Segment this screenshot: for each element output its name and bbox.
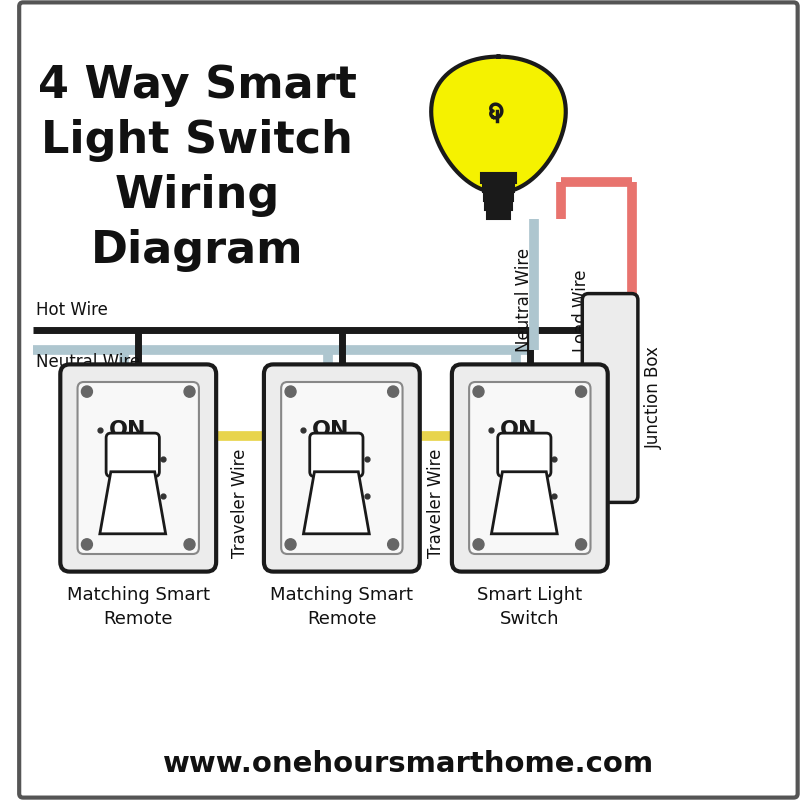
FancyBboxPatch shape <box>452 365 608 571</box>
Circle shape <box>473 386 484 398</box>
Circle shape <box>576 539 586 550</box>
Text: Junction Box: Junction Box <box>645 346 662 450</box>
Text: Matching Smart
Remote: Matching Smart Remote <box>66 586 210 627</box>
FancyBboxPatch shape <box>498 433 551 477</box>
Circle shape <box>285 386 296 398</box>
Text: Traveler Wire: Traveler Wire <box>427 449 445 558</box>
Text: Neutral Wire: Neutral Wire <box>515 248 534 352</box>
Circle shape <box>285 539 296 550</box>
Polygon shape <box>431 57 566 193</box>
Text: www.onehoursmarthome.com: www.onehoursmarthome.com <box>163 750 654 778</box>
Text: Load Wire: Load Wire <box>572 270 590 352</box>
Text: ON: ON <box>500 421 538 440</box>
Text: Traveler Wire: Traveler Wire <box>231 449 249 558</box>
Circle shape <box>82 539 93 550</box>
Circle shape <box>388 539 398 550</box>
Text: Neutral Wire: Neutral Wire <box>37 353 141 370</box>
FancyBboxPatch shape <box>310 433 363 477</box>
Text: Hot Wire: Hot Wire <box>37 302 108 319</box>
Circle shape <box>576 386 586 398</box>
FancyBboxPatch shape <box>486 209 510 219</box>
Text: 4 Way Smart
Light Switch
Wiring
Diagram: 4 Way Smart Light Switch Wiring Diagram <box>38 64 357 272</box>
FancyBboxPatch shape <box>469 382 590 554</box>
Text: ON: ON <box>312 421 350 440</box>
FancyBboxPatch shape <box>484 190 513 201</box>
FancyBboxPatch shape <box>60 365 216 571</box>
FancyBboxPatch shape <box>78 382 199 554</box>
Circle shape <box>184 539 195 550</box>
Circle shape <box>184 386 195 398</box>
Text: Smart Light
Switch: Smart Light Switch <box>478 586 582 627</box>
Text: ON: ON <box>109 421 146 440</box>
Polygon shape <box>491 472 558 534</box>
Circle shape <box>82 386 93 398</box>
FancyBboxPatch shape <box>281 382 402 554</box>
Circle shape <box>388 386 398 398</box>
Circle shape <box>473 539 484 550</box>
FancyBboxPatch shape <box>482 182 514 192</box>
FancyBboxPatch shape <box>106 433 159 477</box>
FancyBboxPatch shape <box>481 173 516 183</box>
Polygon shape <box>100 472 166 534</box>
FancyBboxPatch shape <box>582 294 638 502</box>
FancyBboxPatch shape <box>486 200 512 210</box>
Text: Matching Smart
Remote: Matching Smart Remote <box>270 586 414 627</box>
FancyBboxPatch shape <box>264 365 420 571</box>
Polygon shape <box>303 472 370 534</box>
